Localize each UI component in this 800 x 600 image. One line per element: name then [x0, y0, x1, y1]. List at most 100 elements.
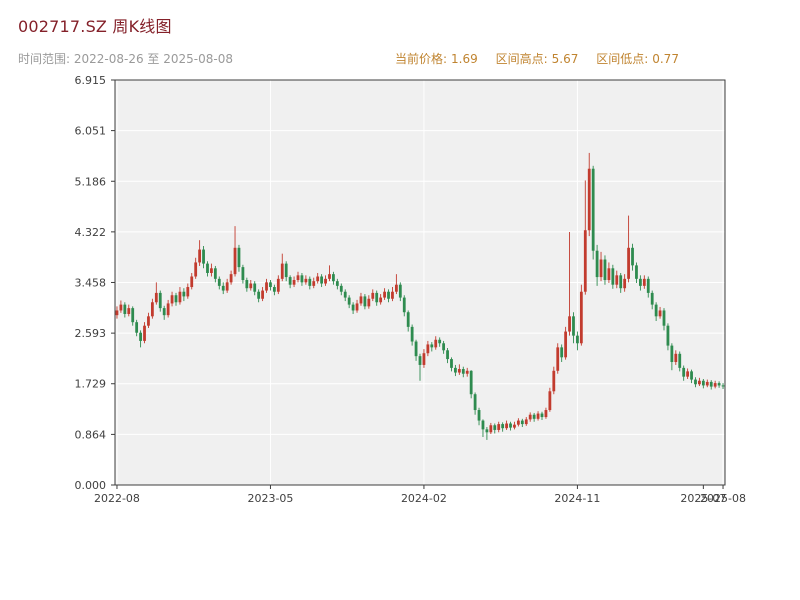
candle-body [269, 282, 272, 288]
candle-body [190, 276, 194, 288]
candle-body [532, 414, 536, 419]
candle-body [391, 291, 394, 299]
candle-body [217, 278, 221, 286]
candle-body [308, 278, 312, 286]
candle-body [713, 383, 717, 387]
candle-body [662, 310, 666, 326]
range-high-value: 5.67 [551, 52, 579, 66]
candle-body [265, 282, 268, 291]
candle-body [619, 275, 623, 289]
candle-body [312, 281, 316, 286]
candle-body [638, 278, 642, 286]
candle-body [225, 282, 229, 291]
candle-body [650, 292, 654, 305]
candle-body [324, 278, 327, 284]
candle-body [158, 292, 162, 309]
candle-body [635, 265, 638, 279]
candle-body [501, 424, 505, 429]
candle-body [383, 291, 386, 298]
candle-body [115, 310, 119, 316]
candle-body [170, 295, 174, 304]
candle-body [347, 297, 351, 305]
candle-body [509, 423, 512, 428]
candle-body [426, 344, 430, 354]
candle-body [320, 276, 324, 284]
candle-body [717, 383, 721, 386]
candle-body [135, 322, 139, 333]
time-range-label: 时间范围: 2022-08-26 至 2025-08-08 [18, 52, 233, 66]
candle-body [119, 304, 123, 311]
candle-body [505, 423, 508, 429]
candle-body [611, 268, 615, 285]
candle-body [709, 381, 713, 387]
candle-body [387, 291, 390, 299]
x-tick-label: 2025-08 [700, 492, 746, 505]
candle-body [469, 370, 473, 395]
candle-body [194, 262, 198, 277]
candle-body [131, 308, 135, 323]
candle-body [493, 425, 497, 430]
candle-body [489, 425, 493, 433]
candle-body [564, 331, 568, 358]
candle-body [536, 413, 540, 419]
candle-body [276, 278, 280, 292]
candle-body [241, 267, 245, 281]
candle-body [316, 276, 320, 282]
candle-body [182, 291, 186, 297]
candle-body [595, 250, 599, 278]
candle-body [402, 297, 406, 313]
y-tick-label: 3.458 [75, 276, 107, 289]
candle-body [457, 369, 461, 373]
candle-body [210, 268, 213, 273]
price-stats: 当前价格: 1.69 区间高点: 5.67 区间低点: 0.77 [395, 50, 693, 67]
candle-body [477, 410, 481, 421]
candle-body [658, 310, 662, 317]
candle-body [355, 303, 359, 311]
candle-body [418, 356, 422, 365]
current-price-label: 当前价格: [395, 52, 448, 66]
y-tick-label: 0.864 [75, 428, 107, 441]
candle-body [237, 247, 241, 268]
candle-body [414, 341, 418, 357]
candle-body [186, 287, 190, 297]
candle-body [154, 292, 158, 303]
range-low-value: 0.77 [652, 52, 679, 66]
candle-body [591, 168, 595, 251]
candle-body [147, 316, 150, 326]
candle-body [587, 168, 591, 231]
candle-body [666, 325, 670, 346]
candle-body [701, 380, 705, 386]
y-tick-label: 4.322 [75, 226, 107, 239]
candle-body [674, 353, 678, 363]
candle-body [721, 385, 725, 387]
candle-body [296, 275, 300, 281]
candle-body [607, 268, 611, 281]
candle-body [528, 414, 532, 420]
candle-body [682, 367, 686, 377]
candle-body [442, 343, 446, 351]
candle-body [328, 274, 331, 279]
candle-body [572, 316, 575, 336]
candle-body [485, 429, 489, 433]
candle-body [127, 308, 131, 314]
x-tick-label: 2023-05 [247, 492, 293, 505]
candle-body [379, 297, 383, 303]
candle-body [579, 291, 583, 344]
candle-body [198, 249, 202, 263]
candle-body [166, 303, 170, 316]
candle-body [398, 284, 402, 298]
candle-body [430, 344, 434, 348]
candle-body [615, 275, 619, 285]
candle-body [261, 290, 264, 299]
candle-body [406, 312, 410, 327]
candle-body [461, 369, 465, 374]
candle-body [272, 287, 276, 292]
candle-body [339, 285, 343, 292]
candle-body [544, 410, 548, 418]
candle-body [221, 285, 225, 291]
candle-body [481, 420, 485, 430]
range-high: 区间高点: 5.67 [496, 52, 579, 66]
candle-body [410, 326, 414, 342]
candle-body [446, 350, 449, 360]
